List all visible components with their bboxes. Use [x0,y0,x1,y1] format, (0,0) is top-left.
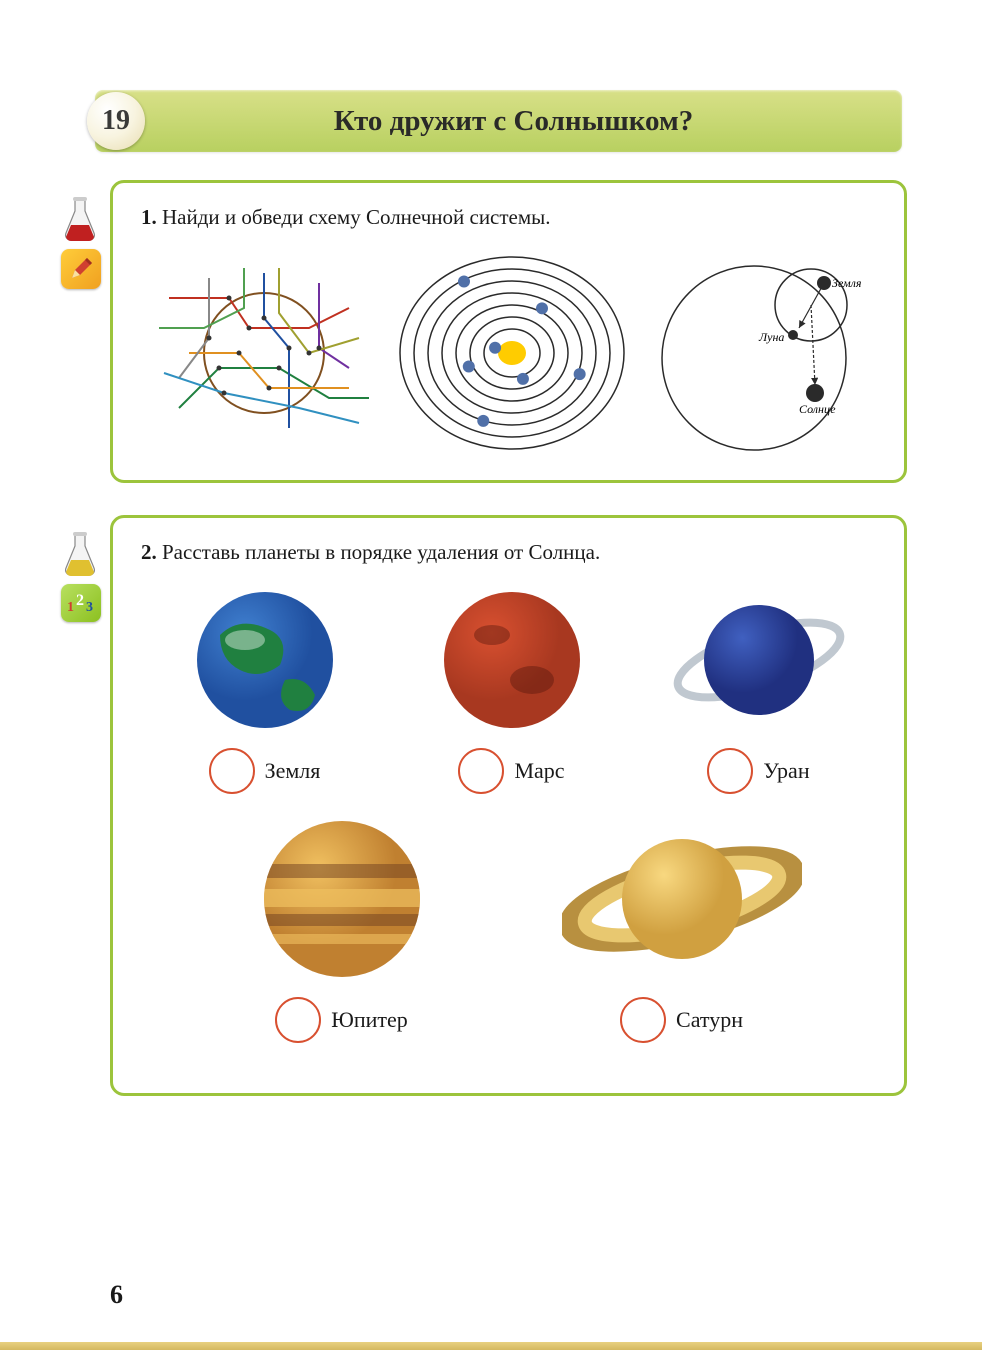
svg-text:Солнце: Солнце [799,402,836,416]
planet-image-earth [190,585,340,740]
answer-circle-saturn[interactable] [620,997,666,1043]
task-2-box: 123 2. Расставь планеты в порядке удален… [110,515,907,1096]
svg-text:3: 3 [86,600,93,615]
page-number: 6 [110,1280,123,1310]
task-2-prompt: 2. Расставь планеты в порядке удаления о… [141,540,882,565]
planet-name-saturn: Сатурн [676,1007,743,1033]
svg-text:2: 2 [76,592,84,609]
planet-grid: Земля Марс Уран Юпитер Сатурн [141,585,882,1043]
planet-image-jupiter [257,814,427,989]
answer-circle-uranus[interactable] [707,748,753,794]
task-1-box: 1. Найди и обведи схему Солнечной систем… [110,180,907,483]
answer-circle-mars[interactable] [458,748,504,794]
solar-system-diagram[interactable] [387,253,637,453]
lesson-title: Кто дружит с Солнышком? [95,105,902,138]
task-1-prompt: 1. Найди и обведи схему Солнечной систем… [141,205,882,230]
svg-text:1: 1 [67,600,74,615]
svg-text:Земля: Земля [832,276,862,290]
planet-name-jupiter: Юпитер [331,1007,408,1033]
svg-text:Луна: Луна [758,330,784,344]
planet-image-mars [437,585,587,740]
planet-name-mars: Марс [514,758,564,784]
planet-item-saturn: Сатурн [572,814,792,1043]
numbers-icon: 123 [61,584,101,622]
task-2-icons: 123 [61,530,101,622]
planet-item-mars: Марс [402,585,622,794]
answer-circle-jupiter[interactable] [275,997,321,1043]
planet-image-saturn [562,814,802,989]
flask-yellow-icon [61,530,99,578]
workbook-page: 19 Кто дружит с Солнышком? 1. Найди и об… [0,0,982,1350]
flask-red-icon [61,195,99,243]
planet-item-earth: Земля [155,585,375,794]
task-1-icons [61,195,101,289]
planet-image-uranus [669,585,849,740]
pencil-icon [61,249,101,289]
earth-moon-sun-diagram[interactable]: Земля Луна Солнце [637,253,883,453]
lesson-number-badge: 19 [87,92,145,150]
planet-name-earth: Земля [265,758,321,784]
metro-map-diagram[interactable] [141,258,387,448]
task-1-diagrams: Земля Луна Солнце [141,248,882,458]
planet-item-uranus: Уран [649,585,869,794]
answer-circle-earth[interactable] [209,748,255,794]
planet-item-jupiter: Юпитер [232,814,452,1043]
planet-name-uranus: Уран [763,758,809,784]
lesson-header: 19 Кто дружит с Солнышком? [95,90,902,152]
